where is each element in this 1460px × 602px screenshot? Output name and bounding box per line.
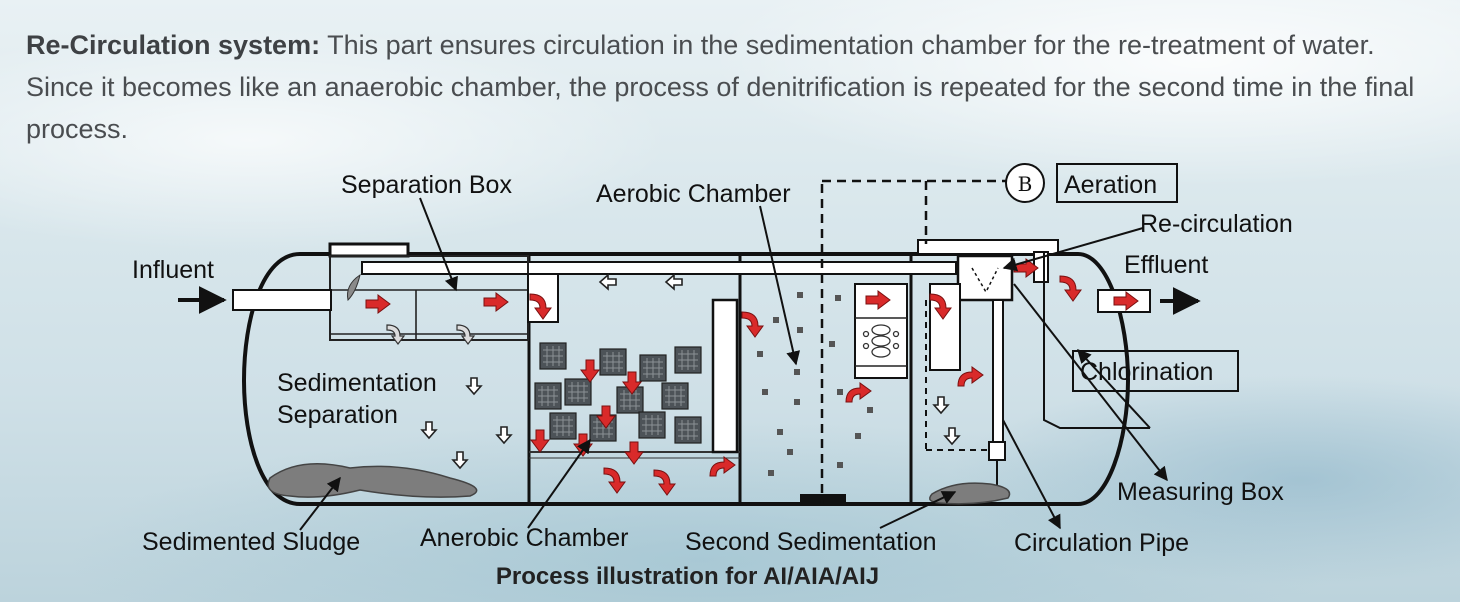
sludge-2 — [929, 482, 1011, 505]
tank-body — [241, 252, 1131, 506]
label-chlorination: Chlorination — [1080, 358, 1213, 386]
leader-lines — [299, 197, 1168, 531]
label-influent: Influent — [132, 256, 214, 284]
circulation-pipe-graphic — [992, 299, 1004, 443]
blower-b-circle — [1005, 163, 1045, 203]
label-second-sedimentation: Second Sedimentation — [685, 528, 937, 556]
label-recirculation: Re-circulation — [1140, 210, 1293, 238]
intro-text: This part ensures circulation in the sed… — [26, 30, 1415, 144]
label-anerobic-chamber: Anerobic Chamber — [420, 524, 628, 552]
chlorination-box — [1072, 350, 1239, 392]
influent-pipe — [232, 289, 332, 311]
label-sedimentation: Sedimentation — [277, 369, 437, 397]
intro-lead: Re-Circulation system: — [26, 30, 321, 60]
recirculation-box — [956, 254, 1014, 302]
label-separation: Separation — [277, 401, 398, 429]
label-separation-box: Separation Box — [341, 171, 512, 199]
aeration-box — [1056, 163, 1178, 203]
intro-paragraph: Re-Circulation system: This part ensures… — [26, 24, 1441, 150]
label-aerobic-chamber: Aerobic Chamber — [596, 180, 791, 208]
label-measuring-box: Measuring Box — [1117, 478, 1284, 506]
label-sedimented-sludge: Sedimented Sludge — [142, 528, 360, 556]
label-effluent: Effluent — [1124, 251, 1208, 279]
label-aeration: Aeration — [1064, 171, 1157, 199]
transfer-pipe — [361, 261, 957, 275]
label-circulation-pipe: Circulation Pipe — [1014, 529, 1189, 557]
top-hatch-left — [328, 242, 410, 258]
sludge — [267, 463, 478, 498]
diagram-caption: Process illustration for AI/AIA/AIJ — [495, 563, 880, 590]
top-hatch-right — [917, 239, 1059, 255]
media-blocks — [534, 342, 702, 444]
b-marker: B — [1018, 172, 1033, 196]
